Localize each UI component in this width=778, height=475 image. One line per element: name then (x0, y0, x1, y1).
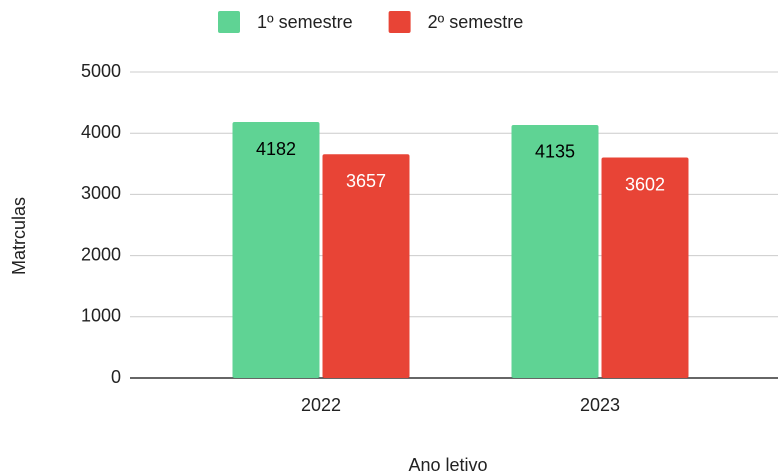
bar (511, 124, 599, 378)
y-tick-label: 0 (111, 367, 121, 387)
legend-swatch (388, 11, 411, 33)
x-tick-label: 2022 (301, 395, 341, 415)
y-tick-label: 2000 (81, 244, 121, 264)
y-tick-label: 3000 (81, 183, 121, 203)
y-tick-label: 5000 (81, 61, 121, 81)
bar (322, 154, 410, 378)
data-label: 4135 (535, 142, 575, 162)
y-tick-label: 1000 (81, 306, 121, 326)
y-axis-title: Matrculas (9, 197, 29, 275)
data-label: 3657 (346, 171, 386, 191)
data-label: 3602 (625, 174, 665, 194)
data-label: 4182 (256, 139, 296, 159)
y-tick-label: 4000 (81, 122, 121, 142)
legend-label: 2º semestre (428, 12, 524, 32)
x-axis-title: Ano letivo (408, 455, 487, 475)
legend-swatch (218, 11, 240, 33)
bar (232, 122, 320, 378)
legend-label: 1º semestre (257, 12, 353, 32)
x-tick-label: 2023 (580, 395, 620, 415)
bar (601, 157, 689, 378)
